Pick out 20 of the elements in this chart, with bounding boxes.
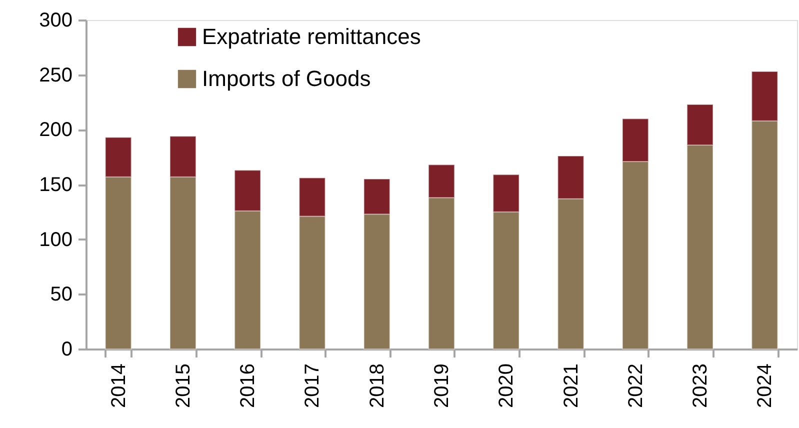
y-tick-label: 300 <box>39 10 72 32</box>
y-tick-label: 50 <box>50 284 72 306</box>
x-tick-label: 2019 <box>431 364 453 408</box>
x-tick-label: 2020 <box>496 364 518 408</box>
x-tick-label: 2024 <box>754 364 776 408</box>
x-tick-label: 2021 <box>560 364 582 408</box>
x-tick-label: 2018 <box>366 364 388 408</box>
y-tick-label: 200 <box>39 119 72 142</box>
legend-label: Expatriate remittances <box>202 24 421 49</box>
y-tick-label: 250 <box>39 64 72 86</box>
x-tick-label: 2023 <box>690 364 712 408</box>
x-tick-label: 2022 <box>624 364 647 408</box>
y-tick-label: 0 <box>61 338 72 360</box>
y-tick-label: 100 <box>39 228 72 251</box>
x-tick-label: 2014 <box>108 364 130 408</box>
legend-label: Imports of Goods <box>202 66 371 91</box>
y-tick-label: 150 <box>39 174 72 196</box>
x-tick-label: 2015 <box>172 364 194 408</box>
x-tick-label: 2017 <box>302 364 324 408</box>
x-tick-label: 2016 <box>237 364 260 408</box>
